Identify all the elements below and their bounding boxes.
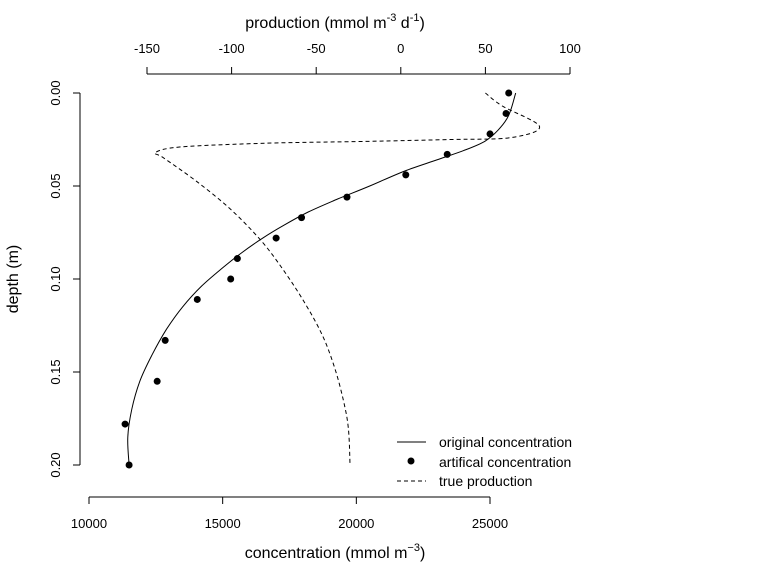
artificial-concentration-point: [505, 89, 513, 97]
artificial-concentration-point: [298, 214, 306, 222]
y-tick-label: 0.15: [48, 359, 63, 384]
x-bottom-title-text: concentration (mmol m: [245, 545, 408, 562]
x-top-tick-label: 100: [559, 41, 581, 56]
legend-label-artificial: artifical concentration: [439, 454, 571, 470]
true-production-line: [154, 92, 541, 466]
artificial-concentration-point: [233, 255, 241, 263]
series-layer: [121, 89, 541, 469]
artificial-concentration-point: [193, 295, 201, 303]
y-axis: 0.00 0.05 0.10 0.15 0.20: [48, 80, 81, 478]
y-ticks: 0.00 0.05 0.10 0.15 0.20: [48, 80, 80, 478]
artificial-concentration-point: [502, 109, 510, 117]
x-top-title-text2: d: [396, 15, 409, 32]
x-bottom-tick-label: 20000: [338, 516, 374, 531]
artificial-concentration-point: [161, 336, 169, 344]
x-top-tick-label: 0: [397, 41, 404, 56]
x-bottom-title-sup: −3: [407, 542, 420, 554]
artificial-concentration-point: [125, 461, 133, 469]
x-axis-bottom: 10000 15000 20000 25000: [71, 496, 508, 531]
artificial-concentration-point: [402, 171, 410, 179]
artificial-concentration-point: [486, 130, 494, 138]
legend: original concentration artifical concent…: [397, 434, 572, 489]
artificial-concentration-point: [153, 377, 161, 385]
x-axis-bottom-title: concentration (mmol m−3): [245, 542, 426, 562]
y-tick-label: 0.10: [48, 266, 63, 291]
x-top-tick-label: -50: [307, 41, 326, 56]
x-axis-top-title: production (mmol m-3 d-1): [245, 12, 425, 32]
legend-swatch-artificial: [407, 457, 415, 465]
x-top-title-text1: production (mmol m: [245, 15, 386, 32]
artificial-concentration-point: [443, 150, 451, 158]
artificial-concentration-point: [121, 420, 129, 428]
x-bottom-tick-label: 10000: [71, 516, 107, 531]
x-top-title-sup1: -3: [387, 12, 397, 24]
artificial-concentration-point: [343, 193, 351, 201]
y-tick-label: 0.00: [48, 80, 63, 105]
x-top-tick-label: 50: [478, 41, 492, 56]
x-axis-top: -150 -100 -50 0 50 100: [134, 41, 581, 75]
x-bottom-tick-label: 15000: [205, 516, 241, 531]
legend-label-original: original concentration: [439, 434, 572, 450]
x-bottom-title-tail: ): [420, 545, 425, 562]
x-top-title-sup2: -1: [410, 12, 420, 24]
x-top-tick-label: -150: [134, 41, 160, 56]
legend-label-production: true production: [439, 473, 532, 489]
x-top-tick-label: -100: [219, 41, 245, 56]
original-concentration-line: [127, 92, 517, 466]
x-top-title-tail: ): [419, 15, 424, 32]
x-bottom-tick-label: 25000: [472, 516, 508, 531]
y-axis-title: depth (m): [5, 245, 22, 313]
x-bottom-ticks: 10000 15000 20000 25000: [71, 497, 508, 531]
artificial-concentration-point: [227, 275, 235, 283]
artificial-concentration-point: [272, 234, 280, 242]
y-tick-label: 0.20: [48, 452, 63, 477]
x-top-ticks: -150 -100 -50 0 50 100: [134, 41, 581, 74]
y-tick-label: 0.05: [48, 173, 63, 198]
